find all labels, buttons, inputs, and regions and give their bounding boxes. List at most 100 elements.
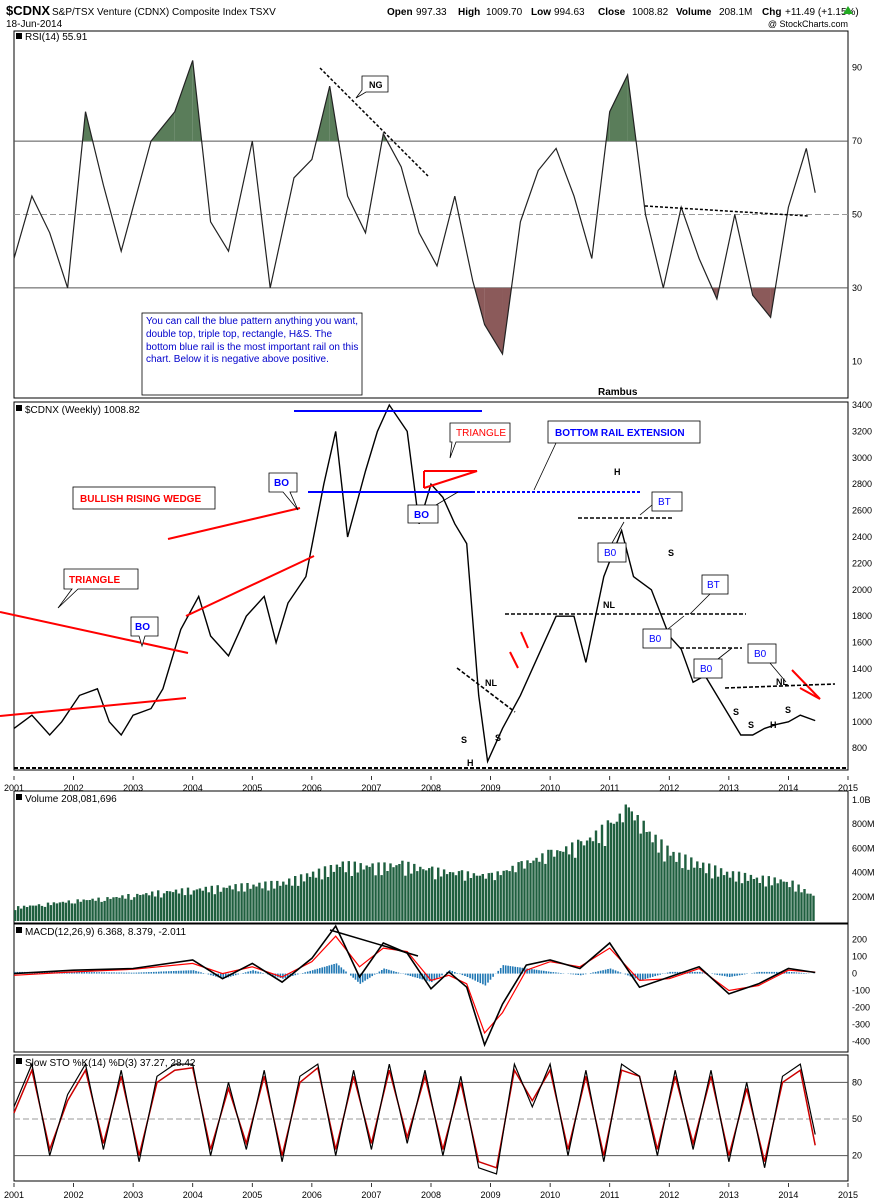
svg-text:TRIANGLE: TRIANGLE xyxy=(69,575,120,586)
volume-label: Volume xyxy=(676,7,712,18)
macd-histogram-bar xyxy=(461,973,464,976)
macd-histogram-bar xyxy=(699,971,701,974)
svg-text:NL: NL xyxy=(485,678,497,688)
macd-histogram-bar xyxy=(411,973,414,977)
macd-histogram-bar xyxy=(328,965,331,974)
macd-histogram-bar xyxy=(731,973,733,977)
y-tick-label: 1000 xyxy=(852,717,872,727)
price-frame xyxy=(13,401,849,771)
volume-bar xyxy=(222,887,225,921)
symbol: $CDNX xyxy=(6,3,50,18)
volume-bar xyxy=(213,894,216,921)
macd-histogram-bar xyxy=(639,973,642,981)
macd-histogram-bar xyxy=(187,970,190,974)
x-tick-label: 2010 xyxy=(540,783,560,793)
volume-bar xyxy=(246,883,249,921)
volume-bar xyxy=(719,868,723,921)
macd-divergence-line xyxy=(329,929,419,957)
volume-bar xyxy=(267,890,270,921)
volume-bar xyxy=(550,849,553,921)
volume-bar xyxy=(800,892,803,921)
volume-bar xyxy=(43,906,47,921)
macd-histogram-bar xyxy=(577,973,579,975)
y-tick-label: 1800 xyxy=(852,611,872,621)
svg-text:S: S xyxy=(495,733,501,743)
macd-histogram-bar xyxy=(14,971,16,974)
volume-bar xyxy=(460,870,464,921)
macd-histogram-bar xyxy=(649,973,651,978)
volume-bar xyxy=(61,901,65,921)
macd-histogram-bar xyxy=(504,965,507,974)
volume-bar xyxy=(672,851,675,921)
volume-bar xyxy=(556,850,559,921)
volume-bar xyxy=(541,853,544,921)
volume-bar xyxy=(70,903,73,921)
volume-bar xyxy=(133,897,136,921)
macd-histogram-bar xyxy=(123,972,125,974)
volume-bar xyxy=(368,866,371,921)
y-tick-label: 2000 xyxy=(852,585,872,595)
volume-bar xyxy=(451,872,455,921)
macd-signal-line xyxy=(13,935,816,1035)
volume-bar xyxy=(803,889,806,921)
svg-text:$CDNX (Weekly) 1008.82: $CDNX (Weekly) 1008.82 xyxy=(25,405,140,416)
y-tick-label: 200M xyxy=(852,892,875,902)
rsi-oversold-fill xyxy=(752,287,771,318)
svg-text:RSI(14) 55.91: RSI(14) 55.91 xyxy=(25,32,88,43)
volume-bar xyxy=(386,871,389,921)
svg-text:NL: NL xyxy=(603,600,615,610)
macd-histogram-bar xyxy=(552,972,555,974)
volume-bar xyxy=(428,868,431,921)
volume-bar xyxy=(231,889,234,921)
macd-histogram-bar xyxy=(98,972,100,974)
x-tick-label: 2010 xyxy=(540,1190,560,1200)
macd-histogram-bar xyxy=(234,973,237,976)
macd-histogram-bar xyxy=(644,973,647,979)
volume-bar xyxy=(416,871,419,921)
macd-histogram-bar xyxy=(612,969,614,974)
macd-histogram-bar xyxy=(624,973,627,975)
macd-histogram-bar xyxy=(319,968,321,974)
callout-bo-2: BO xyxy=(268,472,299,511)
volume-bar xyxy=(88,900,91,921)
open-value: 997.33 xyxy=(416,7,447,18)
macd-histogram-bar xyxy=(431,973,433,983)
volume-bar xyxy=(469,878,473,921)
volume-bar xyxy=(228,885,231,921)
svg-text:BO: BO xyxy=(414,510,429,521)
macd-histogram-bar xyxy=(81,972,83,974)
macd-histogram-bar xyxy=(599,970,602,974)
volume-bar xyxy=(398,864,401,921)
close-value: 1008.82 xyxy=(632,7,669,18)
x-tick-label: 2003 xyxy=(123,1190,143,1200)
macd-histogram-bar xyxy=(78,971,81,974)
rsi-title: RSI(14) 55.91 xyxy=(16,32,88,43)
volume-bar xyxy=(407,861,410,921)
svg-text:BT: BT xyxy=(707,580,720,591)
macd-histogram-bar xyxy=(426,973,428,981)
macd-histogram-bar xyxy=(316,968,319,974)
macd-histogram-bar xyxy=(570,973,572,975)
volume-bar xyxy=(603,846,607,921)
macd-histogram-bar xyxy=(584,973,587,975)
volume-bar xyxy=(487,873,490,921)
macd-histogram-bar xyxy=(86,972,88,974)
volume-bar xyxy=(663,861,666,921)
volume-bar xyxy=(791,880,794,921)
macd-histogram-bar xyxy=(83,972,86,974)
macd-histogram-bar xyxy=(225,973,227,978)
volume-bar xyxy=(219,891,222,921)
volume-bar xyxy=(192,890,196,921)
macd-histogram-bar xyxy=(758,971,761,974)
svg-text:BT: BT xyxy=(658,497,671,508)
macd-histogram-bar xyxy=(489,973,492,980)
macd-histogram-bar xyxy=(617,971,619,974)
svg-text:S: S xyxy=(668,548,674,558)
volume-bar xyxy=(577,839,580,921)
macd-histogram-bar xyxy=(354,973,357,980)
volume-bar xyxy=(714,865,717,921)
macd-histogram-bar xyxy=(155,971,158,974)
x-tick-label: 2003 xyxy=(123,783,143,793)
chart-date: 18-Jun-2014 xyxy=(6,19,63,30)
macd-histogram-bar xyxy=(436,973,438,979)
